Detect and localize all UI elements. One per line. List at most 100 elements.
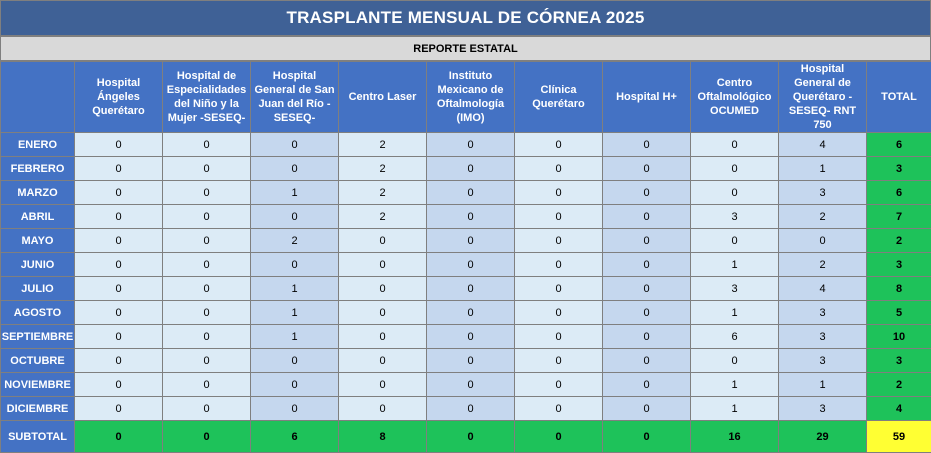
data-cell[interactable]: 0 <box>339 373 427 397</box>
month-label[interactable]: ENERO <box>1 133 75 157</box>
month-label[interactable]: NOVIEMBRE <box>1 373 75 397</box>
data-cell[interactable]: 1 <box>251 181 339 205</box>
data-cell[interactable]: 0 <box>515 301 603 325</box>
month-label[interactable]: JUNIO <box>1 253 75 277</box>
header-imo[interactable]: Instituto Mexicano de Oftalmología (IMO) <box>427 62 515 133</box>
row-total-cell[interactable]: 3 <box>867 253 931 277</box>
data-cell[interactable]: 0 <box>603 373 691 397</box>
data-cell[interactable]: 1 <box>779 373 867 397</box>
data-cell[interactable]: 0 <box>75 277 163 301</box>
data-cell[interactable]: 1 <box>691 373 779 397</box>
data-cell[interactable]: 2 <box>779 205 867 229</box>
data-cell[interactable]: 0 <box>251 133 339 157</box>
data-cell[interactable]: 0 <box>339 325 427 349</box>
data-cell[interactable]: 3 <box>779 181 867 205</box>
row-total-cell[interactable]: 3 <box>867 157 931 181</box>
data-cell[interactable]: 0 <box>603 157 691 181</box>
month-label[interactable]: DICIEMBRE <box>1 397 75 421</box>
data-cell[interactable]: 0 <box>75 229 163 253</box>
data-cell[interactable]: 0 <box>163 253 251 277</box>
data-cell[interactable]: 3 <box>779 397 867 421</box>
data-cell[interactable]: 0 <box>515 253 603 277</box>
data-cell[interactable]: 0 <box>251 373 339 397</box>
data-cell[interactable]: 0 <box>75 325 163 349</box>
data-cell[interactable]: 0 <box>75 253 163 277</box>
data-cell[interactable]: 0 <box>163 205 251 229</box>
data-cell[interactable]: 0 <box>515 181 603 205</box>
header-hospital-especialidades[interactable]: Hospital de Especialidades del Niño y la… <box>163 62 251 133</box>
month-label[interactable]: JULIO <box>1 277 75 301</box>
data-cell[interactable]: 1 <box>691 301 779 325</box>
data-cell[interactable]: 0 <box>251 397 339 421</box>
data-cell[interactable]: 3 <box>691 205 779 229</box>
data-cell[interactable]: 0 <box>691 133 779 157</box>
data-cell[interactable]: 2 <box>251 229 339 253</box>
data-cell[interactable]: 0 <box>515 229 603 253</box>
month-label[interactable]: OCTUBRE <box>1 349 75 373</box>
month-label[interactable]: MAYO <box>1 229 75 253</box>
data-cell[interactable]: 0 <box>603 253 691 277</box>
data-cell[interactable]: 2 <box>339 205 427 229</box>
data-cell[interactable]: 0 <box>427 253 515 277</box>
row-total-cell[interactable]: 5 <box>867 301 931 325</box>
data-cell[interactable]: 0 <box>75 133 163 157</box>
data-cell[interactable]: 0 <box>515 205 603 229</box>
data-cell[interactable]: 0 <box>339 253 427 277</box>
data-cell[interactable]: 2 <box>339 157 427 181</box>
data-cell[interactable]: 0 <box>427 157 515 181</box>
header-ocumed[interactable]: Centro Oftalmológico OCUMED <box>691 62 779 133</box>
data-cell[interactable]: 0 <box>603 205 691 229</box>
data-cell[interactable]: 0 <box>163 229 251 253</box>
data-cell[interactable]: 0 <box>75 373 163 397</box>
data-cell[interactable]: 3 <box>779 301 867 325</box>
month-label[interactable]: AGOSTO <box>1 301 75 325</box>
data-cell[interactable]: 0 <box>427 325 515 349</box>
data-cell[interactable]: 0 <box>339 229 427 253</box>
month-label[interactable]: ABRIL <box>1 205 75 229</box>
data-cell[interactable]: 0 <box>603 277 691 301</box>
data-cell[interactable]: 4 <box>779 133 867 157</box>
data-cell[interactable]: 0 <box>427 397 515 421</box>
data-cell[interactable]: 0 <box>515 133 603 157</box>
data-cell[interactable]: 1 <box>251 301 339 325</box>
data-cell[interactable]: 0 <box>75 157 163 181</box>
data-cell[interactable]: 0 <box>251 253 339 277</box>
header-hospital-angeles[interactable]: Hospital Ángeles Querétaro <box>75 62 163 133</box>
data-cell[interactable]: 2 <box>339 181 427 205</box>
data-cell[interactable]: 0 <box>515 349 603 373</box>
row-total-cell[interactable]: 4 <box>867 397 931 421</box>
data-cell[interactable]: 0 <box>163 181 251 205</box>
header-total[interactable]: TOTAL <box>867 62 931 133</box>
data-cell[interactable]: 0 <box>515 397 603 421</box>
data-cell[interactable]: 0 <box>427 133 515 157</box>
data-cell[interactable]: 0 <box>427 301 515 325</box>
data-cell[interactable]: 0 <box>339 397 427 421</box>
data-cell[interactable]: 0 <box>427 181 515 205</box>
data-cell[interactable]: 3 <box>779 325 867 349</box>
data-cell[interactable]: 0 <box>691 229 779 253</box>
row-total-cell[interactable]: 6 <box>867 181 931 205</box>
row-total-cell[interactable]: 6 <box>867 133 931 157</box>
data-cell[interactable]: 0 <box>163 373 251 397</box>
header-corner[interactable] <box>1 62 75 133</box>
header-hospital-h-plus[interactable]: Hospital H+ <box>603 62 691 133</box>
data-cell[interactable]: 1 <box>691 253 779 277</box>
data-cell[interactable]: 1 <box>779 157 867 181</box>
data-cell[interactable]: 0 <box>75 205 163 229</box>
row-total-cell[interactable]: 7 <box>867 205 931 229</box>
data-cell[interactable]: 1 <box>691 397 779 421</box>
data-cell[interactable]: 0 <box>339 277 427 301</box>
data-cell[interactable]: 0 <box>603 349 691 373</box>
data-cell[interactable]: 0 <box>427 349 515 373</box>
data-cell[interactable]: 0 <box>339 349 427 373</box>
data-cell[interactable]: 0 <box>427 229 515 253</box>
data-cell[interactable]: 2 <box>779 253 867 277</box>
data-cell[interactable]: 0 <box>427 277 515 301</box>
data-cell[interactable]: 0 <box>515 277 603 301</box>
month-label[interactable]: MARZO <box>1 181 75 205</box>
data-cell[interactable]: 0 <box>163 157 251 181</box>
data-cell[interactable]: 0 <box>515 325 603 349</box>
data-cell[interactable]: 0 <box>515 157 603 181</box>
data-cell[interactable]: 0 <box>75 397 163 421</box>
data-cell[interactable]: 2 <box>339 133 427 157</box>
